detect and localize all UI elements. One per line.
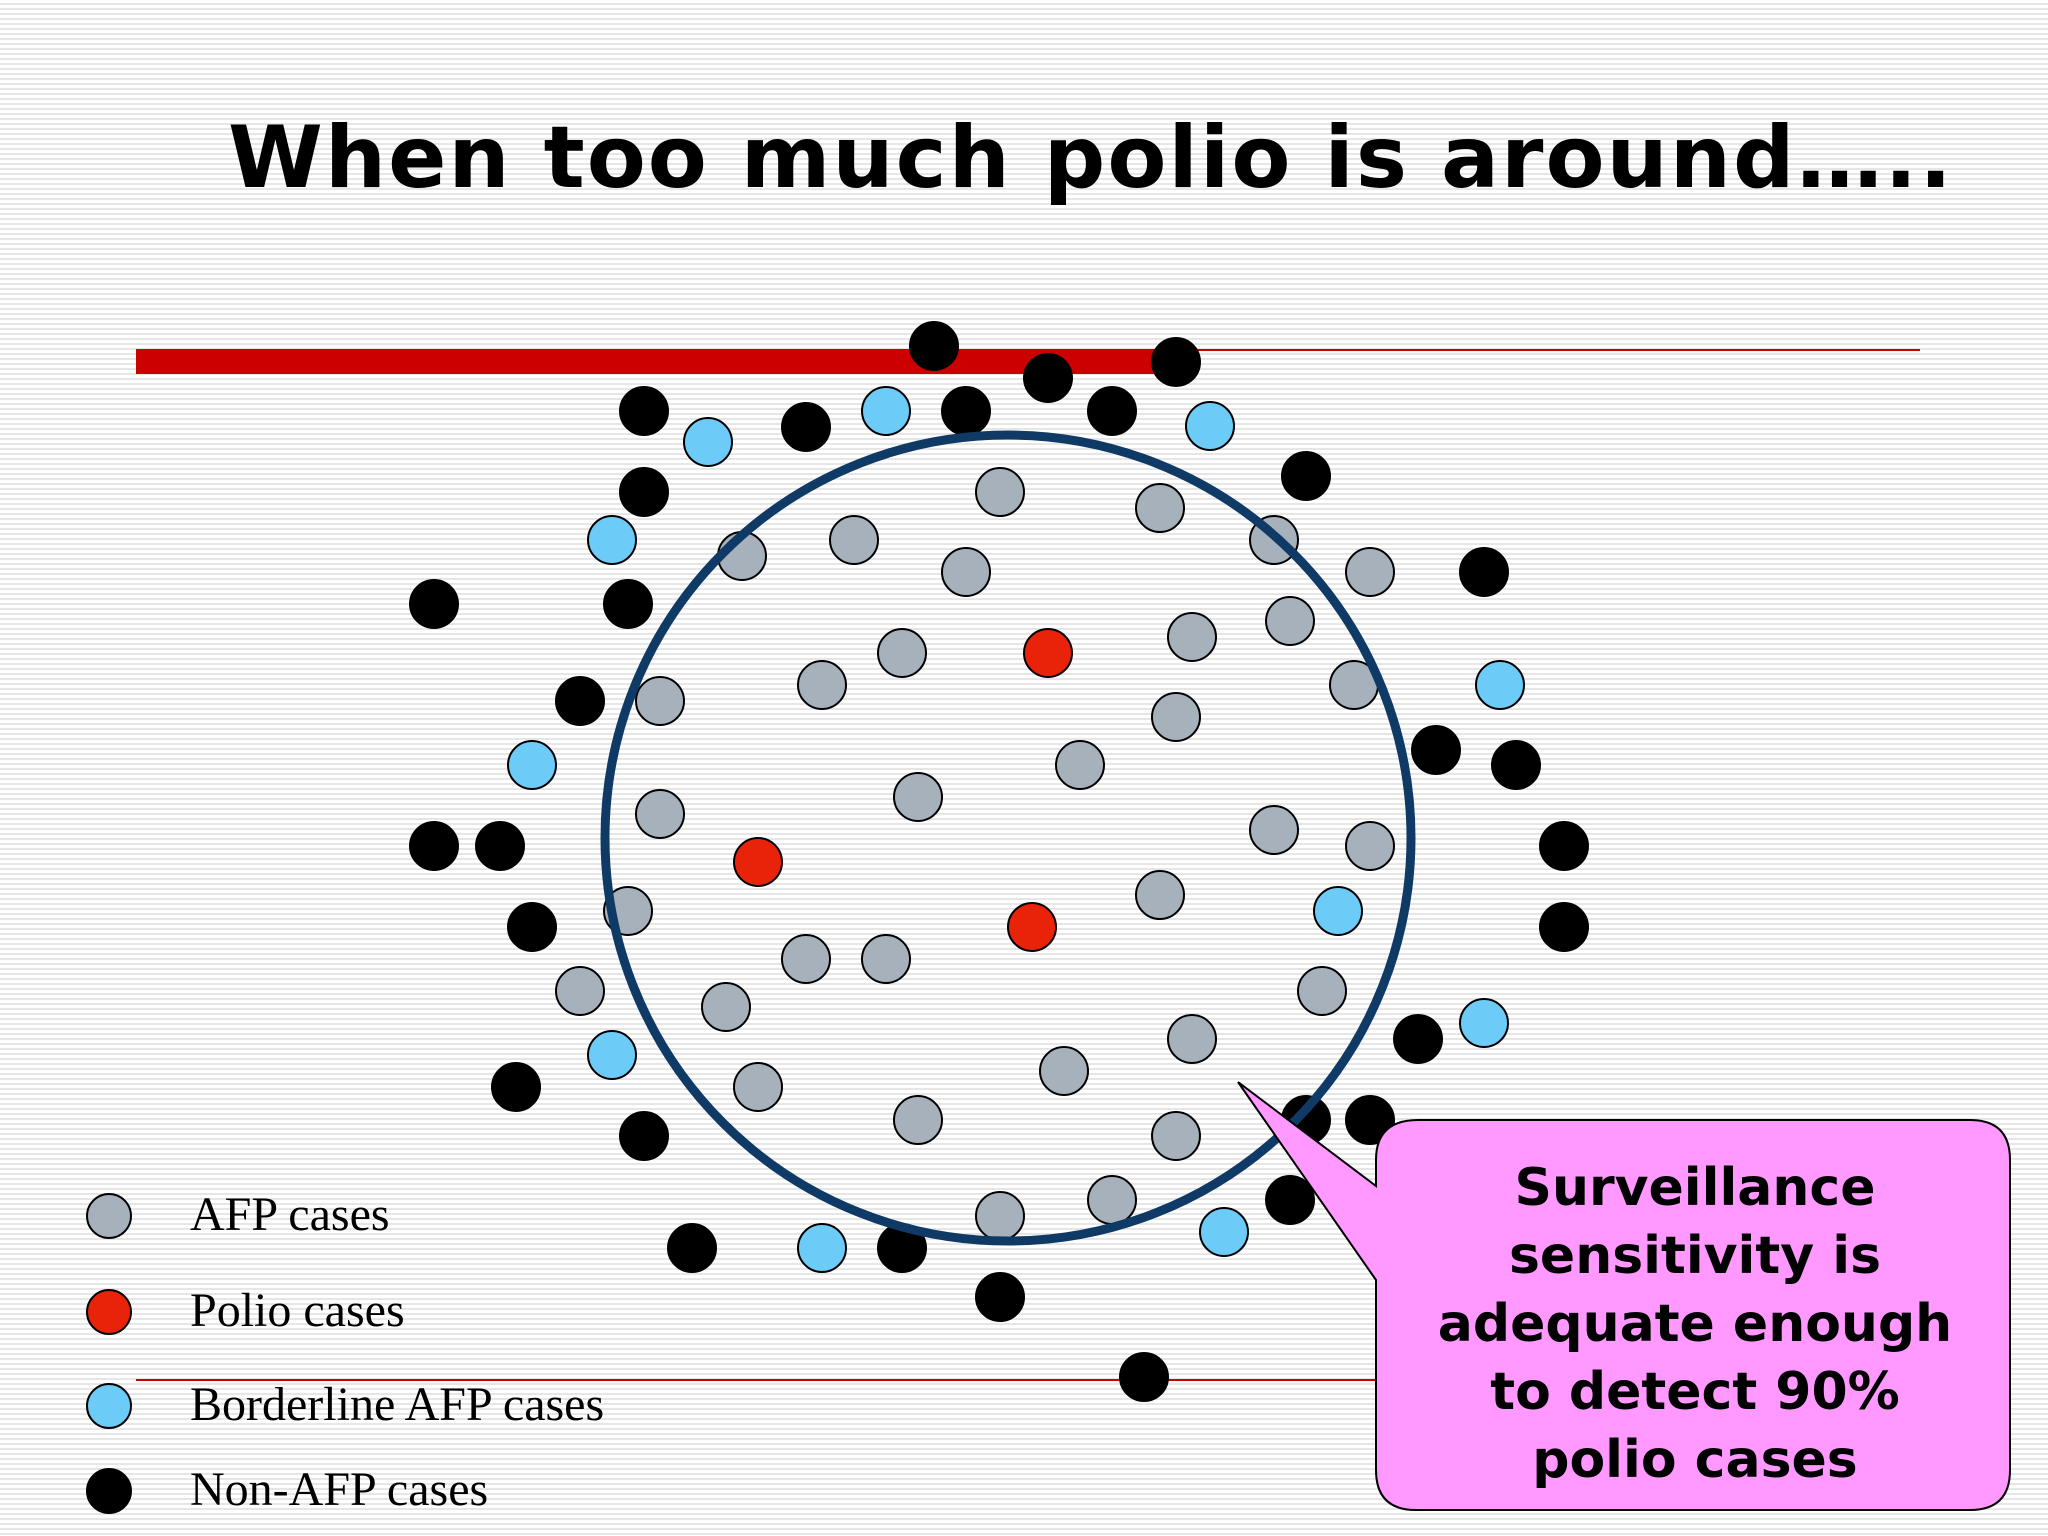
afp-case-dot: [635, 789, 685, 839]
afp-case-dot: [1167, 612, 1217, 662]
borderline-case-dot: [1313, 886, 1363, 936]
non-afp-case-dot: [1539, 821, 1589, 871]
borderline-case-dot: [1199, 1207, 1249, 1257]
non-afp-case-dot: [667, 1223, 717, 1273]
borderline-case-dot: [797, 1223, 847, 1273]
afp-case-dot: [1345, 547, 1395, 597]
callout-shape: [1237, 1081, 2011, 1511]
polio-case-dot: [1023, 628, 1073, 678]
afp-case-dot: [555, 966, 605, 1016]
afp-case-dot: [1167, 1014, 1217, 1064]
non-afp-case-dot: [619, 1111, 669, 1161]
borderline-case-dot: [507, 740, 557, 790]
afp-case-dot: [797, 660, 847, 710]
legend-label-polio: Polio cases: [190, 1284, 405, 1337]
afp-case-dot: [1345, 821, 1395, 871]
afp-case-dot: [893, 1095, 943, 1145]
non-afp-case-dot: [1087, 386, 1137, 436]
callout-line-5: polio cases: [1532, 1430, 1858, 1490]
afp-case-dot: [1151, 692, 1201, 742]
callout-line-3: adequate enough: [1437, 1294, 1953, 1354]
accent-line-bottom: [136, 1379, 1376, 1381]
borderline-case-dot: [1459, 998, 1509, 1048]
non-afp-dot-icon: [86, 1468, 132, 1514]
callout-line-2: sensitivity is: [1508, 1226, 1882, 1286]
polio-case-dot: [1007, 902, 1057, 952]
afp-case-dot: [877, 628, 927, 678]
afp-dot-icon: [86, 1193, 132, 1239]
afp-case-dot: [1151, 1111, 1201, 1161]
afp-case-dot: [1055, 740, 1105, 790]
afp-case-dot: [1265, 596, 1315, 646]
non-afp-case-dot: [409, 821, 459, 871]
borderline-dot-icon: [86, 1383, 132, 1429]
callout-line-4: to detect 90%: [1490, 1362, 1900, 1422]
accent-bar: [136, 349, 1156, 374]
legend-item-polio: Polio cases: [84, 1281, 784, 1341]
non-afp-case-dot: [1023, 353, 1073, 403]
afp-case-dot: [1135, 870, 1185, 920]
polio-dot-icon: [86, 1289, 132, 1335]
legend-item-borderline: Borderline AFP cases: [84, 1375, 784, 1435]
non-afp-case-dot: [1491, 740, 1541, 790]
accent-line-top: [1156, 349, 1920, 351]
legend-item-afp: AFP cases: [84, 1185, 784, 1245]
borderline-case-dot: [1475, 660, 1525, 710]
non-afp-case-dot: [555, 676, 605, 726]
borderline-case-dot: [1185, 401, 1235, 451]
callout-line-1: Surveillance: [1514, 1158, 1876, 1218]
non-afp-case-dot: [975, 1272, 1025, 1322]
non-afp-case-dot: [619, 467, 669, 517]
non-afp-case-dot: [475, 821, 525, 871]
legend-label-afp: AFP cases: [190, 1188, 390, 1241]
afp-case-dot: [975, 467, 1025, 517]
afp-case-dot: [635, 676, 685, 726]
afp-case-dot: [1297, 966, 1347, 1016]
afp-case-dot: [781, 934, 831, 984]
afp-case-dot: [701, 982, 751, 1032]
callout-text: Surveillance sensitivity is adequate eno…: [1380, 1154, 2010, 1494]
non-afp-case-dot: [1411, 725, 1461, 775]
afp-case-dot: [1249, 805, 1299, 855]
afp-case-dot: [1039, 1046, 1089, 1096]
non-afp-case-dot: [1539, 902, 1589, 952]
non-afp-case-dot: [1281, 451, 1331, 501]
non-afp-case-dot: [1345, 1095, 1395, 1145]
case-dots: [409, 321, 1589, 1402]
afp-case-dot: [941, 547, 991, 597]
non-afp-case-dot: [409, 579, 459, 629]
non-afp-case-dot: [1459, 547, 1509, 597]
borderline-case-dot: [683, 417, 733, 467]
surveillance-circle: [600, 430, 1416, 1246]
legend-item-non-afp: Non-AFP cases: [84, 1460, 784, 1520]
borderline-case-dot: [861, 386, 911, 436]
non-afp-case-dot: [603, 579, 653, 629]
afp-case-dot: [893, 772, 943, 822]
non-afp-case-dot: [507, 902, 557, 952]
afp-case-dot: [1135, 483, 1185, 533]
borderline-case-dot: [587, 1030, 637, 1080]
non-afp-case-dot: [1119, 1352, 1169, 1402]
afp-case-dot: [829, 515, 879, 565]
polio-case-dot: [733, 837, 783, 887]
non-afp-case-dot: [781, 402, 831, 452]
slide-title: When too much polio is around…..: [228, 108, 1954, 208]
non-afp-case-dot: [491, 1062, 541, 1112]
afp-case-dot: [861, 934, 911, 984]
non-afp-case-dot: [1265, 1175, 1315, 1225]
non-afp-case-dot: [619, 386, 669, 436]
legend-label-borderline: Borderline AFP cases: [190, 1378, 605, 1431]
non-afp-case-dot: [1151, 337, 1201, 387]
borderline-case-dot: [587, 515, 637, 565]
non-afp-case-dot: [1393, 1014, 1443, 1064]
legend-label-non-afp: Non-AFP cases: [190, 1463, 489, 1516]
afp-case-dot: [733, 1062, 783, 1112]
non-afp-case-dot: [909, 321, 959, 371]
